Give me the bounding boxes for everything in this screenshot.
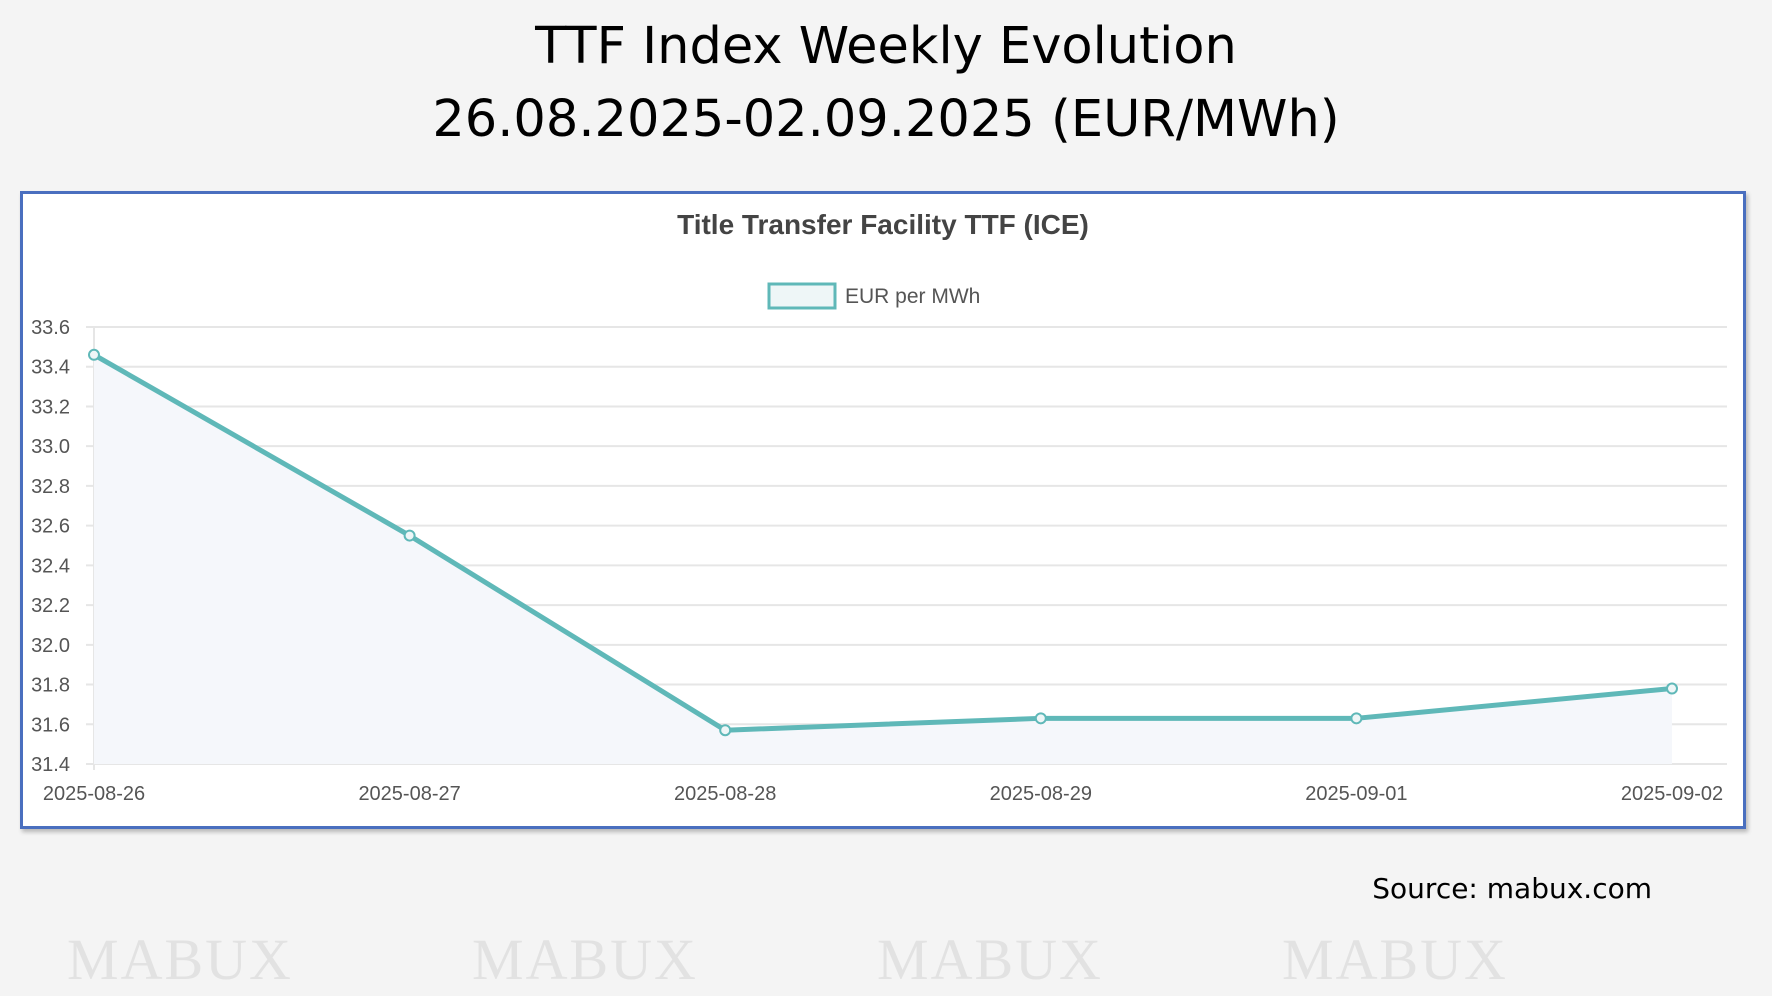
page-title: TTF Index Weekly Evolution 26.08.2025-02… [0, 10, 1772, 156]
series-line [92, 352, 1673, 733]
chart-title: Title Transfer Facility TTF (ICE) [677, 209, 1089, 240]
title-line-1: TTF Index Weekly Evolution [535, 17, 1237, 76]
y-tick-label: 31.8 [31, 675, 70, 697]
series-area [94, 354, 1672, 764]
x-tick-label: 2025-09-01 [1305, 783, 1407, 805]
data-point [1350, 712, 1363, 725]
y-tick-label: 31.4 [31, 754, 70, 776]
y-tick-label: 32.6 [31, 516, 70, 538]
title-line-2: 26.08.2025-02.09.2025 (EUR/MWh) [432, 90, 1340, 149]
watermark-logo: MABUX [67, 927, 293, 992]
y-tick-label: 32.8 [31, 476, 70, 498]
watermark-logo: MABUX [877, 927, 1103, 992]
data-point [719, 724, 732, 737]
watermark-logo: MABUX [1282, 927, 1508, 992]
y-tick-label: 31.6 [31, 714, 70, 736]
y-tick-label: 32.0 [31, 635, 70, 657]
y-tick-label: 32.4 [31, 555, 70, 577]
x-tick-label: 2025-08-29 [990, 783, 1092, 805]
y-tick-label: 33.4 [31, 357, 70, 379]
data-point [1666, 682, 1678, 695]
x-tick-label: 2025-08-28 [674, 783, 776, 805]
legend-swatch [767, 282, 837, 310]
legend-label: EUR per MWh [845, 285, 980, 308]
source-label: Source: mabux.com [1372, 872, 1652, 905]
y-tick-label: 33.6 [31, 317, 70, 339]
x-tick-label: 2025-08-26 [43, 783, 145, 805]
data-point [1034, 712, 1047, 725]
chart-container: Title Transfer Facility TTF (ICE) EUR per… [20, 191, 1746, 829]
x-tick-label: 2025-08-27 [358, 783, 460, 805]
data-point [88, 348, 100, 361]
y-tick-label: 32.2 [31, 595, 70, 617]
y-tick-label: 33.2 [31, 396, 70, 418]
line-chart: Title Transfer Facility TTF (ICE) EUR per… [31, 209, 1727, 805]
watermark-logo: MABUX [472, 927, 698, 992]
x-tick-label: 2025-09-02 [1621, 783, 1723, 805]
data-point [403, 529, 416, 542]
y-tick-label: 33.0 [31, 436, 70, 458]
